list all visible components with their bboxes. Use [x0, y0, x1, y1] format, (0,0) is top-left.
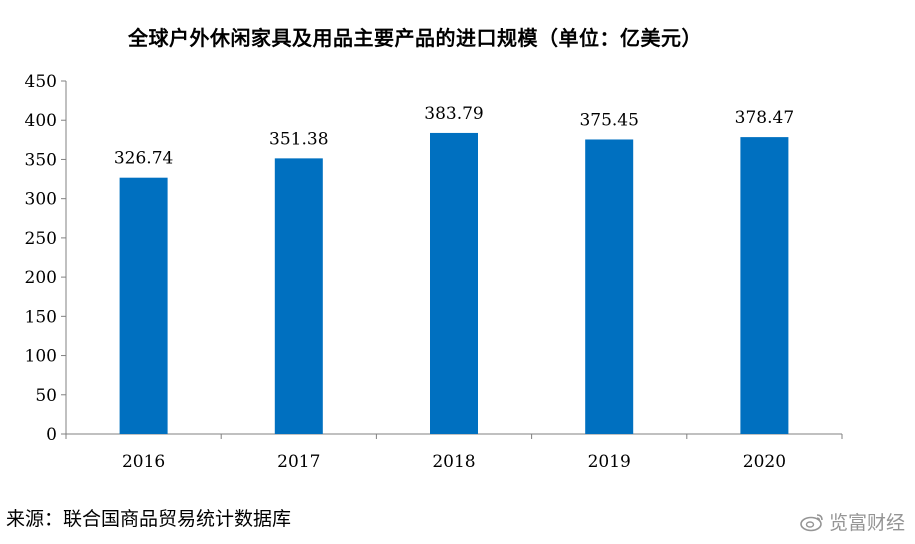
y-tick-label: 250	[25, 229, 57, 249]
weibo-logo-icon	[800, 513, 823, 531]
bar	[119, 177, 168, 435]
bar	[430, 132, 478, 435]
y-tick-label: 50	[35, 386, 57, 406]
data-label: 351.38	[269, 129, 328, 149]
x-tick-label: 2016	[122, 452, 165, 472]
y-tick-label: 450	[25, 72, 57, 92]
watermark: 览富财经	[799, 508, 905, 535]
chart-title: 全球户外休闲家具及用品主要产品的进口规模（单位：亿美元）	[128, 26, 702, 50]
y-tick-label: 200	[25, 268, 57, 288]
source-note: 来源：联合国商品贸易统计数据库	[6, 508, 292, 530]
y-tick-label: 350	[25, 150, 57, 170]
bar	[274, 158, 323, 434]
data-label: 375.45	[579, 110, 638, 130]
y-tick-label: 0	[46, 425, 57, 445]
x-tick-label: 2020	[743, 452, 786, 472]
y-tick-label: 100	[25, 347, 57, 367]
data-label: 326.74	[114, 149, 173, 169]
y-tick-label: 400	[25, 111, 57, 131]
x-tick-label: 2018	[432, 452, 475, 472]
watermark-text: 览富财经	[828, 512, 905, 534]
bar	[740, 137, 789, 434]
data-label: 378.47	[735, 108, 794, 128]
data-label: 383.79	[424, 104, 483, 124]
bar	[585, 139, 634, 434]
y-tick-label: 300	[25, 190, 57, 210]
x-tick-label: 2019	[588, 452, 631, 472]
y-tick-label: 150	[25, 307, 57, 327]
x-tick-label: 2017	[277, 452, 320, 472]
